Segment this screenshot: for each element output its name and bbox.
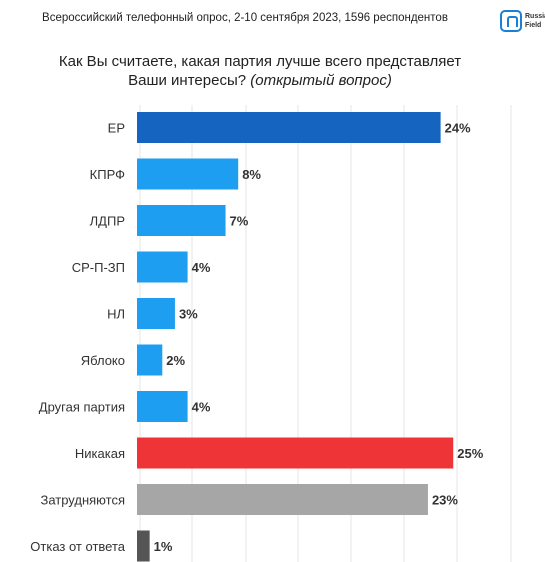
value-label: 23% xyxy=(432,493,458,508)
category-label: НЛ xyxy=(107,307,125,322)
category-label: ЛДПР xyxy=(90,214,125,229)
logo-text: Russia Field xyxy=(525,13,545,29)
russian-field-logo: Russia Field xyxy=(500,10,545,36)
bar-3 xyxy=(137,205,226,236)
category-label: Яблоко xyxy=(81,353,125,368)
value-label: 7% xyxy=(230,214,249,229)
category-label: ЕР xyxy=(108,121,125,136)
value-label: 4% xyxy=(192,400,211,415)
bar-1 xyxy=(137,112,441,143)
value-label: 25% xyxy=(457,446,483,461)
bar-6 xyxy=(137,344,163,376)
bar-8 xyxy=(137,437,454,469)
bar-4 xyxy=(137,251,188,283)
bar-10 xyxy=(137,530,150,562)
value-label: 2% xyxy=(166,353,185,368)
question-note: (открытый вопрос) xyxy=(250,72,392,89)
bar-2 xyxy=(137,158,239,190)
value-label: 1% xyxy=(154,539,173,554)
category-label: СР-П-ЗП xyxy=(72,260,125,275)
value-label: 3% xyxy=(179,307,198,322)
category-label: КПРФ xyxy=(90,167,125,182)
survey-info: Всероссийский телефонный опрос, 2-10 сен… xyxy=(42,12,448,24)
bar-9 xyxy=(137,484,428,515)
value-label: 24% xyxy=(445,121,471,136)
bar-7 xyxy=(137,391,188,422)
category-label: Никакая xyxy=(75,446,125,461)
category-label: Отказ от ответа xyxy=(30,539,125,554)
value-label: 8% xyxy=(242,167,261,182)
value-label: 4% xyxy=(192,260,211,275)
category-label: Затрудняются xyxy=(40,493,125,508)
bar-5 xyxy=(137,298,175,329)
category-label: Другая партия xyxy=(39,400,125,415)
chart-title: Как Вы считаете, какая партия лучше всег… xyxy=(40,52,480,90)
question-text: Как Вы считаете, какая партия лучше всег… xyxy=(58,53,462,89)
logo-icon xyxy=(500,10,522,32)
